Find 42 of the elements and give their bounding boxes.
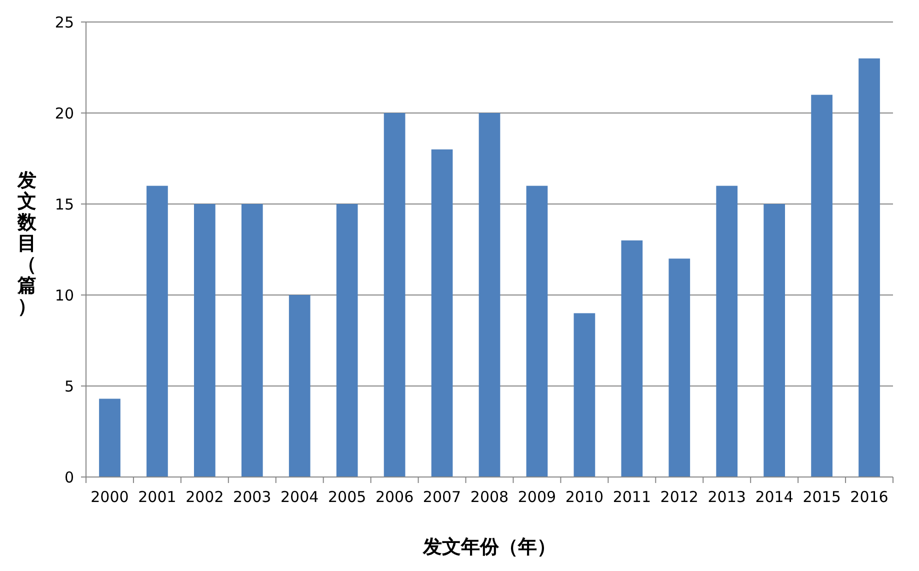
bar	[764, 204, 786, 477]
bar	[194, 204, 216, 477]
y-tick-label: 15	[54, 195, 74, 214]
y-tick-label: 20	[54, 104, 74, 122]
x-tick-label: 2002	[186, 488, 224, 506]
bar	[99, 398, 120, 477]
x-tick-label: 2010	[565, 488, 604, 506]
bar	[241, 204, 263, 477]
x-tick-label: 2016	[850, 488, 888, 506]
x-tick-label: 2000	[90, 488, 129, 506]
x-axis-title: 发文年份（年）	[422, 536, 556, 558]
x-tick-label: 2009	[518, 488, 556, 506]
x-tick-label: 2012	[660, 488, 698, 506]
bar	[336, 204, 358, 477]
x-tick-label: 2007	[422, 488, 462, 506]
bar	[621, 240, 643, 477]
bar	[384, 113, 406, 477]
bar	[478, 113, 500, 477]
x-tick-label: 2001	[138, 488, 176, 506]
y-tick-label: 0	[64, 468, 74, 486]
x-tick-label: 2003	[233, 488, 272, 506]
x-tick-label: 2006	[375, 488, 414, 506]
x-tick-label: 2004	[280, 488, 319, 506]
bar	[858, 58, 880, 477]
x-tick-label: 2013	[708, 488, 746, 506]
x-tick-label: 2005	[328, 488, 366, 506]
bar	[288, 295, 310, 477]
x-tick-label: 2008	[470, 488, 509, 506]
bar	[431, 149, 453, 477]
x-tick-label: 2015	[802, 488, 841, 506]
bar	[668, 258, 690, 477]
bar	[526, 186, 548, 477]
x-tick-label: 2014	[755, 488, 794, 506]
bar	[574, 313, 596, 477]
y-axis-title: 发文数目（篇）	[16, 170, 38, 318]
bar	[146, 186, 168, 477]
y-tick-label: 10	[54, 286, 74, 304]
bar	[811, 94, 832, 477]
bar	[716, 186, 738, 477]
y-tick-label: 5	[64, 377, 74, 396]
x-tick-label: 2011	[612, 488, 652, 506]
y-tick-label: 25	[54, 13, 74, 32]
